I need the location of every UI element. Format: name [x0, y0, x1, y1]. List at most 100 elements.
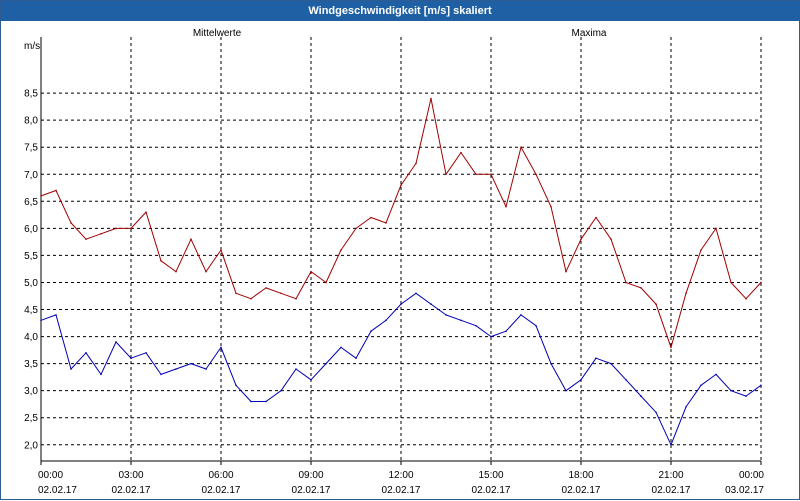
x-tick-time: 03:00: [118, 470, 143, 481]
x-tick-date: 02.02.17: [38, 485, 77, 496]
x-tick-date: 02.02.17: [202, 485, 241, 496]
x-tick-time: 09:00: [298, 470, 323, 481]
data-point-mittelwerte: [715, 373, 717, 376]
data-point-mittelwerte: [400, 303, 402, 305]
y-tick-label: 3,0: [24, 386, 38, 397]
data-point-maxima: [115, 227, 117, 230]
data-point-maxima: [685, 292, 687, 295]
data-point-maxima: [205, 270, 207, 273]
data-point-mittelwerte: [415, 292, 417, 295]
data-point-maxima: [610, 238, 612, 240]
data-point-mittelwerte: [355, 357, 357, 360]
data-point-mittelwerte: [655, 411, 657, 414]
data-point-mittelwerte: [745, 395, 747, 397]
data-point-maxima: [175, 270, 177, 273]
data-point-maxima: [160, 260, 162, 262]
data-point-mittelwerte: [610, 362, 612, 365]
legend-mittelwerte: Mittelwerte: [193, 28, 242, 39]
x-tick-time: 18:00: [568, 470, 593, 481]
y-tick-label: 7,0: [24, 170, 38, 181]
data-point-maxima: [430, 97, 432, 100]
data-point-maxima: [460, 151, 462, 154]
y-tick-label: 3,5: [24, 359, 38, 370]
data-point-maxima: [145, 211, 147, 213]
x-tick-date: 02.02.17: [652, 485, 691, 496]
data-point-maxima: [745, 297, 747, 300]
x-tick-date: 02.02.17: [112, 485, 151, 496]
data-point-mittelwerte: [280, 389, 282, 392]
data-point-maxima: [190, 238, 192, 240]
x-tick-time: 15:00: [478, 470, 503, 481]
x-tick-time: 21:00: [658, 470, 683, 481]
data-point-mittelwerte: [385, 319, 387, 322]
data-point-maxima: [445, 173, 447, 176]
data-point-maxima: [595, 216, 597, 219]
x-tick-date: 03.02.17: [725, 485, 764, 496]
y-axis-label: m/s: [24, 41, 40, 52]
data-point-maxima: [415, 162, 417, 165]
data-point-maxima: [85, 238, 87, 240]
data-point-mittelwerte: [85, 351, 87, 354]
data-point-maxima: [220, 249, 222, 251]
data-point-mittelwerte: [760, 384, 762, 387]
data-point-maxima: [355, 227, 357, 230]
data-point-mittelwerte: [250, 400, 252, 403]
data-point-mittelwerte: [175, 368, 177, 370]
data-point-mittelwerte: [640, 395, 642, 397]
data-point-mittelwerte: [625, 379, 627, 381]
data-point-maxima: [730, 281, 732, 284]
x-tick-date: 02.02.17: [472, 485, 511, 496]
x-tick-time: 12:00: [388, 470, 413, 481]
legend-maxima: Maxima: [571, 28, 606, 39]
x-tick-date: 02.02.17: [382, 485, 421, 496]
data-point-mittelwerte: [100, 373, 102, 376]
data-point-mittelwerte: [295, 368, 297, 370]
data-point-maxima: [130, 227, 132, 230]
data-point-mittelwerte: [220, 346, 222, 349]
data-point-mittelwerte: [460, 319, 462, 322]
y-tick-label: 6,5: [24, 197, 38, 208]
data-point-maxima: [550, 205, 552, 208]
data-point-maxima: [565, 270, 567, 273]
y-tick-label: 8,5: [24, 89, 38, 100]
x-tick-date: 02.02.17: [292, 485, 331, 496]
data-point-maxima: [640, 287, 642, 289]
data-point-mittelwerte: [145, 351, 147, 354]
data-point-mittelwerte: [130, 357, 132, 360]
y-tick-label: 5,0: [24, 278, 38, 289]
data-point-maxima: [475, 173, 477, 176]
data-point-mittelwerte: [340, 346, 342, 349]
y-tick-label: 2,0: [24, 440, 38, 451]
data-point-maxima: [370, 216, 372, 219]
data-point-mittelwerte: [730, 389, 732, 392]
data-point-maxima: [580, 238, 582, 240]
data-point-maxima: [100, 232, 102, 235]
data-point-maxima: [70, 222, 72, 224]
data-point-maxima: [340, 249, 342, 251]
data-point-maxima: [250, 297, 252, 300]
data-point-maxima: [520, 146, 522, 149]
data-point-maxima: [310, 270, 312, 273]
data-point-maxima: [490, 173, 492, 176]
data-point-mittelwerte: [115, 341, 117, 343]
x-tick-date: 02.02.17: [562, 485, 601, 496]
data-point-mittelwerte: [445, 314, 447, 316]
data-point-mittelwerte: [670, 443, 672, 446]
data-point-mittelwerte: [520, 314, 522, 316]
data-point-mittelwerte: [700, 384, 702, 387]
x-tick-time: 00:00: [38, 470, 63, 481]
data-point-mittelwerte: [430, 303, 432, 305]
data-point-mittelwerte: [685, 406, 687, 408]
data-point-maxima: [40, 195, 42, 197]
y-tick-label: 7,5: [24, 143, 38, 154]
data-point-mittelwerte: [565, 389, 567, 392]
x-tick-time: 00:00: [739, 470, 764, 481]
y-tick-label: 2,5: [24, 413, 38, 424]
data-point-mittelwerte: [265, 400, 267, 403]
chart-title: Windgeschwindigkeit [m/s] skaliert: [1, 1, 799, 21]
y-tick-label: 6,0: [24, 224, 38, 235]
data-point-maxima: [715, 227, 717, 230]
data-point-maxima: [385, 222, 387, 224]
data-point-mittelwerte: [235, 384, 237, 387]
